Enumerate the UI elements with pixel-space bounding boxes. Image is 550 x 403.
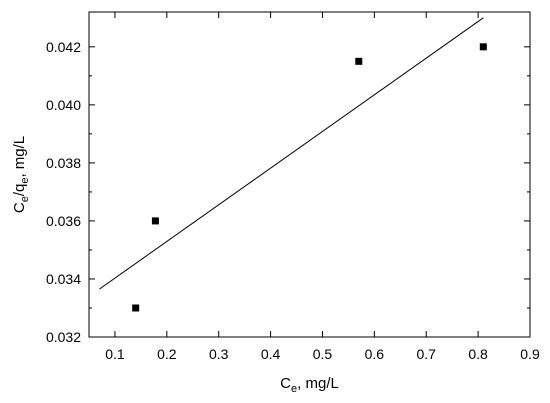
y-axis-title: Ce/qe, mg/L [11,136,31,213]
x-tick-label: 0.7 [417,346,437,362]
x-tick-label: 0.9 [520,346,540,362]
x-axis-title-suffix: , mg/L [297,375,339,392]
x-tick-label: 0.4 [261,346,281,362]
y-tick-label: 0.040 [46,97,81,113]
x-tick-label: 0.6 [365,346,385,362]
fit-line [99,17,484,290]
y-axis-title-subscript-2: e [19,178,31,184]
plot-frame [88,11,531,338]
y-axis-title-suffix: , mg/L [11,136,28,178]
y-tick-label: 0.034 [46,271,81,287]
y-axis-title-subscript-1: e [19,196,31,202]
x-axis-title-main: C [280,375,291,392]
fit-line-group [99,17,484,290]
y-axis-title-mid: /q [11,184,28,197]
y-axis-ticks: 0.032 0.034 0.036 0.038 0.040 0.042 [46,39,530,345]
y-tick-label: 0.042 [46,39,81,55]
data-point-marker [151,217,159,225]
y-tick-label: 0.032 [46,329,81,345]
y-tick-label: 0.038 [46,155,81,171]
x-tick-label: 0.1 [105,346,125,362]
data-points-group [132,43,487,312]
x-tick-label: 0.2 [157,346,177,362]
plot-border [88,11,531,338]
x-axis-ticks: 0.1 0.2 0.3 0.4 0.5 0.6 0.7 0.8 0.9 [105,12,540,362]
data-point-marker [355,57,363,65]
data-point-marker [132,304,140,312]
x-tick-label: 0.3 [209,346,229,362]
x-axis-title-subscript: e [291,383,297,395]
y-axis-title-main: C [11,202,28,213]
x-tick-label: 0.5 [313,346,333,362]
y-tick-label: 0.036 [46,213,81,229]
x-axis-title: Ce, mg/L [280,375,339,395]
x-tick-label: 0.8 [468,346,488,362]
data-point-marker [479,43,487,51]
